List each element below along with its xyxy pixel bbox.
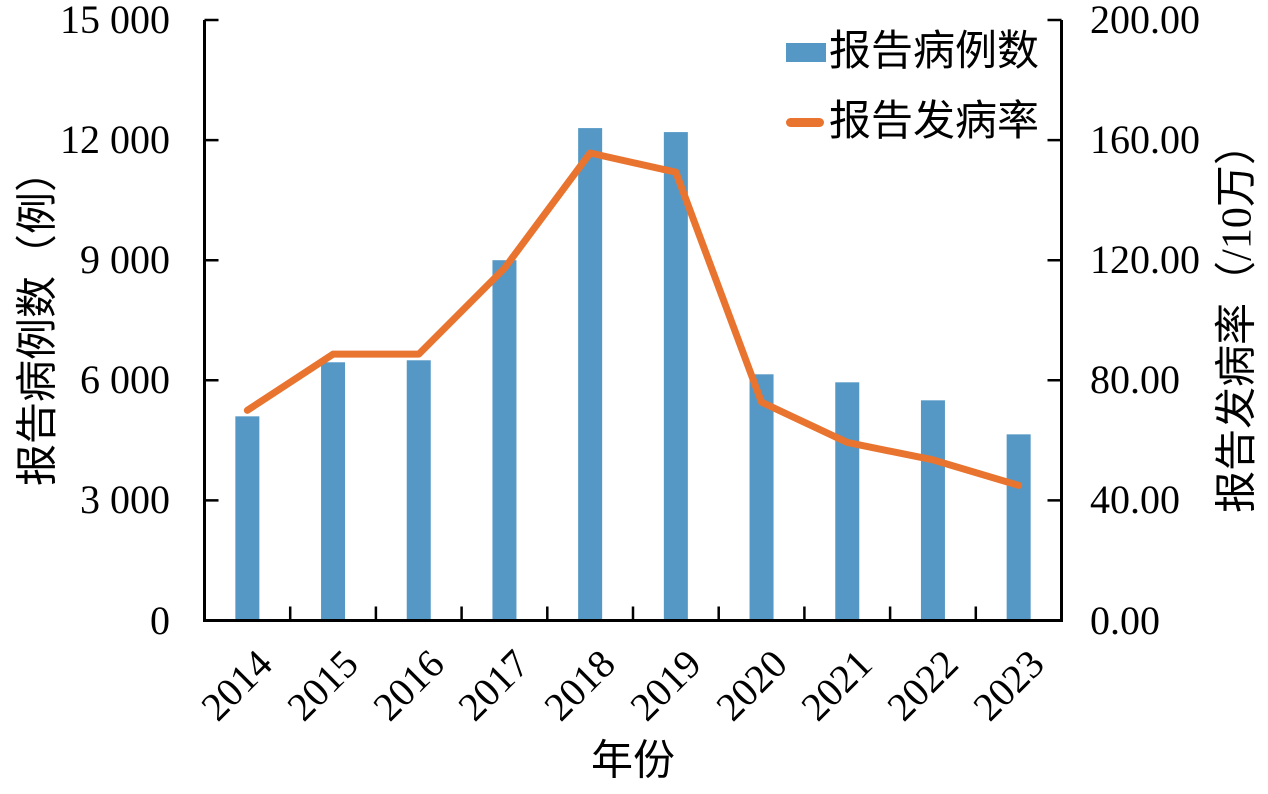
- bar-2022: [920, 400, 945, 621]
- bar-2017: [492, 260, 517, 621]
- legend-item-cases: 报告病例数: [786, 28, 1039, 76]
- left-y-axis-title: 报告病例数（例）: [15, 149, 62, 487]
- incidence-line: [243, 149, 1023, 489]
- bar-2016: [406, 360, 431, 621]
- legend-label-rate: 报告发病率: [829, 99, 1040, 145]
- bar-2020: [749, 374, 774, 621]
- legend-item-rate: 报告发病率: [786, 98, 1039, 146]
- bar-swatch-icon: [786, 42, 826, 62]
- bar-2019: [663, 132, 688, 621]
- tick-marks: [204, 18, 1062, 622]
- line-swatch-icon: [786, 117, 824, 127]
- bar-2018: [578, 128, 603, 621]
- legend-label-cases: 报告病例数: [829, 29, 1040, 75]
- x-axis-title: 年份: [590, 738, 676, 785]
- bar-2021: [835, 382, 860, 621]
- right-y-axis-title: 报告发病率（/10万）: [1214, 123, 1261, 513]
- bar-2014: [235, 416, 260, 621]
- bar-2023: [1006, 434, 1031, 621]
- bar-2015: [321, 362, 346, 621]
